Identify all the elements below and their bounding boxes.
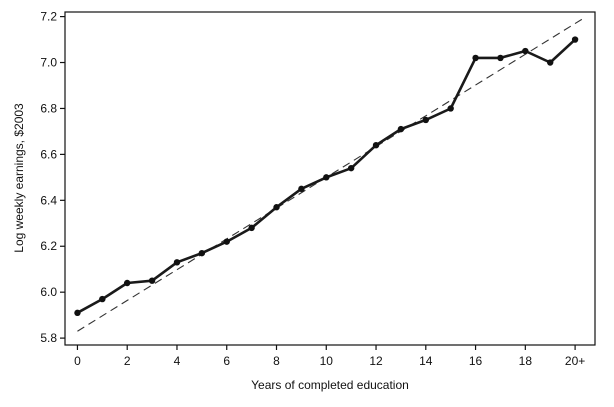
data-point (248, 224, 255, 232)
data-point (173, 259, 181, 266)
x-axis-title: Years of completed education (251, 378, 409, 392)
x-tick-label: 18 (519, 354, 533, 368)
x-tick-label: 12 (369, 354, 383, 368)
data-point (223, 238, 230, 245)
x-tick-label: 2 (124, 354, 131, 368)
data-point (372, 142, 380, 149)
fit-line-layer (77, 18, 583, 332)
y-tick-label: 6.4 (40, 193, 57, 207)
y-tick-label: 6.6 (40, 147, 57, 161)
data-point (99, 295, 106, 303)
x-tick-label: 6 (223, 354, 230, 368)
y-tick-label: 7.0 (40, 56, 57, 70)
data-point (547, 59, 554, 66)
data-point (323, 174, 330, 181)
y-tick-label: 6.2 (40, 239, 57, 253)
trend-line (77, 18, 583, 332)
series-layer (74, 36, 579, 317)
data-point (74, 309, 81, 317)
y-axis-title: Log weekly earnings, $2003 (12, 103, 26, 253)
data-point (198, 249, 206, 257)
data-point (522, 47, 529, 55)
y-tick-label: 7.2 (40, 10, 57, 24)
plot-frame (64, 11, 596, 346)
data-point (124, 279, 131, 287)
x-tick-label: 4 (174, 354, 181, 368)
data-point (347, 164, 355, 172)
data-point (422, 116, 429, 124)
data-point (571, 36, 579, 43)
data-point (497, 54, 504, 62)
data-point (148, 277, 156, 284)
x-tick-label: 0 (74, 354, 81, 368)
x-tick-label: 16 (469, 354, 483, 368)
y-tick-label: 6.0 (40, 285, 57, 299)
x-tick-label: 10 (320, 354, 334, 368)
y-tick-label: 6.8 (40, 101, 57, 115)
data-point (472, 54, 479, 62)
x-tick-label: 8 (273, 354, 280, 368)
x-axis: 0 2 4 6 8 10 12 14 16 18 20+ (74, 345, 585, 368)
data-point (298, 185, 305, 193)
x-tick-label: 20+ (565, 354, 585, 368)
x-tick-label: 14 (419, 354, 433, 368)
y-axis: 5.8 6.0 6.2 6.4 6.6 6.8 7.0 7.2 (40, 10, 65, 345)
data-point (273, 204, 280, 211)
data-point (447, 105, 454, 112)
y-tick-label: 5.8 (40, 331, 57, 345)
data-point (397, 125, 405, 133)
